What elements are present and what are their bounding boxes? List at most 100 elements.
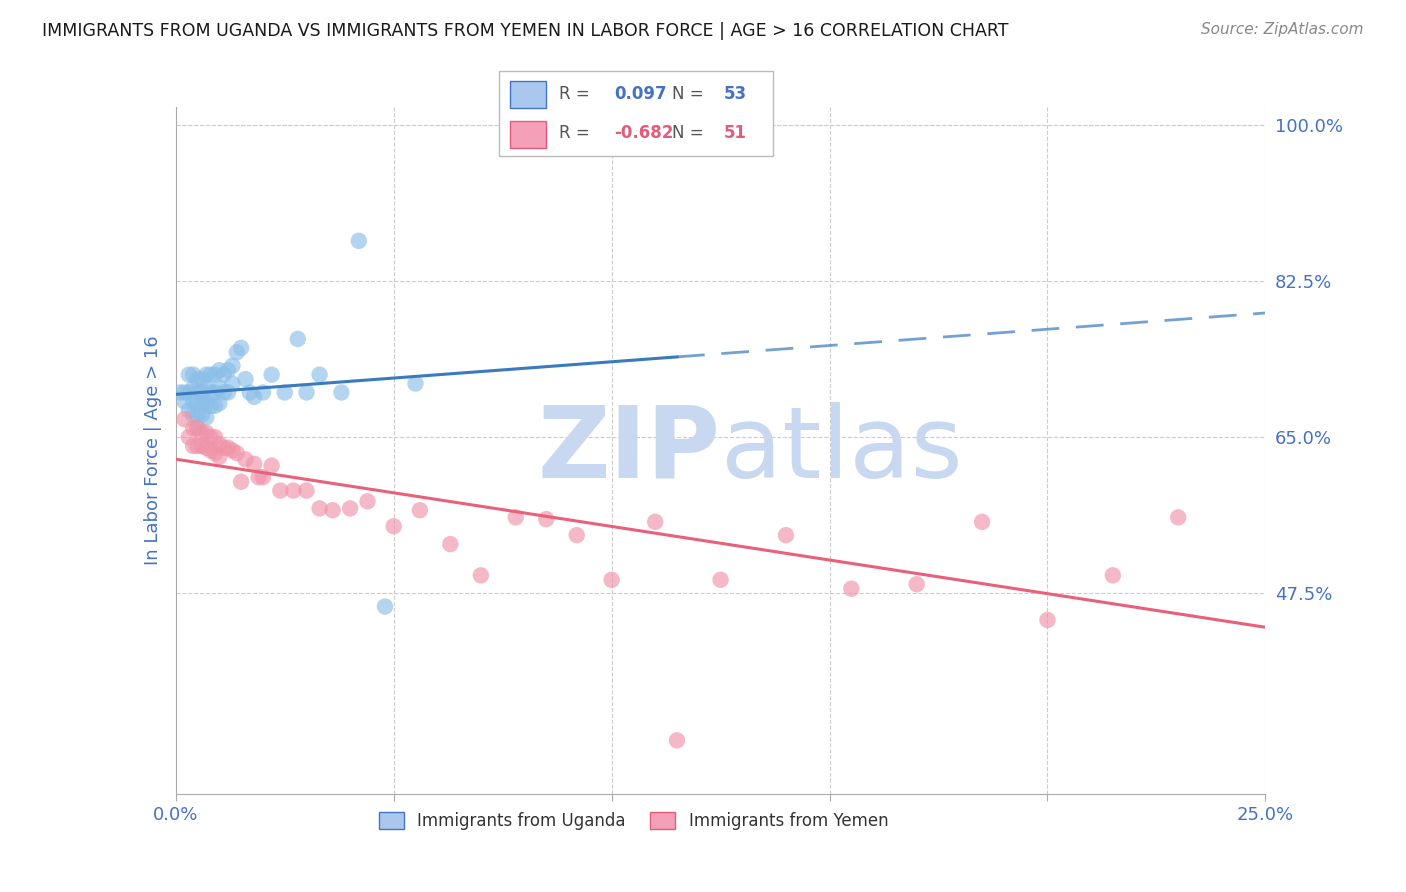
Point [200,368,222,382]
Point [191,408,214,422]
Point [212,368,235,382]
Point [217,441,239,455]
Point [710,573,733,587]
Point [439,537,461,551]
Point [970,515,993,529]
Text: IMMIGRANTS FROM UGANDA VS IMMIGRANTS FROM YEMEN IN LABOR FORCE | AGE > 16 CORREL: IMMIGRANTS FROM UGANDA VS IMMIGRANTS FRO… [42,22,1008,40]
Point [208,450,231,464]
Point [177,385,200,400]
Point [208,437,231,451]
Point [644,515,666,529]
Point [308,501,330,516]
Point [231,475,253,489]
Text: R =: R = [560,86,591,103]
Point [186,421,209,435]
Point [186,421,209,435]
Point [221,443,243,458]
Point [181,408,204,422]
Text: R =: R = [560,124,591,142]
Point [287,332,309,346]
Point [208,363,231,377]
Point [505,510,527,524]
Point [195,410,218,425]
Point [534,512,557,526]
Text: 51: 51 [724,124,747,142]
Point [252,385,274,400]
Point [181,381,204,395]
Point [181,421,204,435]
Point [173,385,195,400]
Point [347,234,370,248]
Text: atlas: atlas [721,402,962,499]
Point [200,385,222,400]
Point [208,381,231,395]
Point [322,503,344,517]
Point [195,368,218,382]
Point [260,458,283,473]
Point [204,368,226,382]
Point [247,470,270,484]
Point [212,385,235,400]
Point [239,385,262,400]
Point [191,385,214,400]
Point [200,399,222,413]
Point [200,430,222,444]
Text: N =: N = [672,86,703,103]
Point [195,441,218,455]
Point [225,446,247,460]
Point [181,394,204,409]
Point [195,425,218,440]
Point [382,519,405,533]
Point [173,394,195,409]
Point [470,568,492,582]
Point [191,439,214,453]
Point [191,425,214,440]
Point [181,439,204,453]
Point [169,385,191,400]
Point [356,494,378,508]
Point [775,528,797,542]
Point [221,359,243,373]
Point [191,396,214,410]
Point [217,363,239,377]
Point [330,385,353,400]
Point [841,582,863,596]
FancyBboxPatch shape [499,71,773,156]
Point [177,368,200,382]
Point [565,528,588,542]
FancyBboxPatch shape [510,80,546,108]
Point [260,368,283,382]
Point [186,385,209,400]
Point [200,443,222,458]
Point [186,408,209,422]
Text: N =: N = [672,124,703,142]
Point [269,483,291,498]
Point [339,501,361,516]
Point [186,396,209,410]
Point [221,376,243,391]
Point [405,376,427,391]
Point [191,372,214,386]
Point [204,399,226,413]
Point [666,733,689,747]
Point [212,441,235,455]
Legend: Immigrants from Uganda, Immigrants from Yemen: Immigrants from Uganda, Immigrants from … [371,805,896,837]
Point [195,396,218,410]
Text: 0.097: 0.097 [614,86,666,103]
Point [225,345,247,359]
Point [186,439,209,453]
Point [235,372,257,386]
Point [204,385,226,400]
Point [177,403,200,417]
Point [243,457,266,471]
Point [173,412,195,426]
FancyBboxPatch shape [510,120,546,147]
Point [1036,613,1059,627]
Point [283,483,305,498]
Point [295,385,318,400]
Point [308,368,330,382]
Point [231,341,253,355]
Point [600,573,623,587]
Point [252,470,274,484]
Point [235,452,257,467]
